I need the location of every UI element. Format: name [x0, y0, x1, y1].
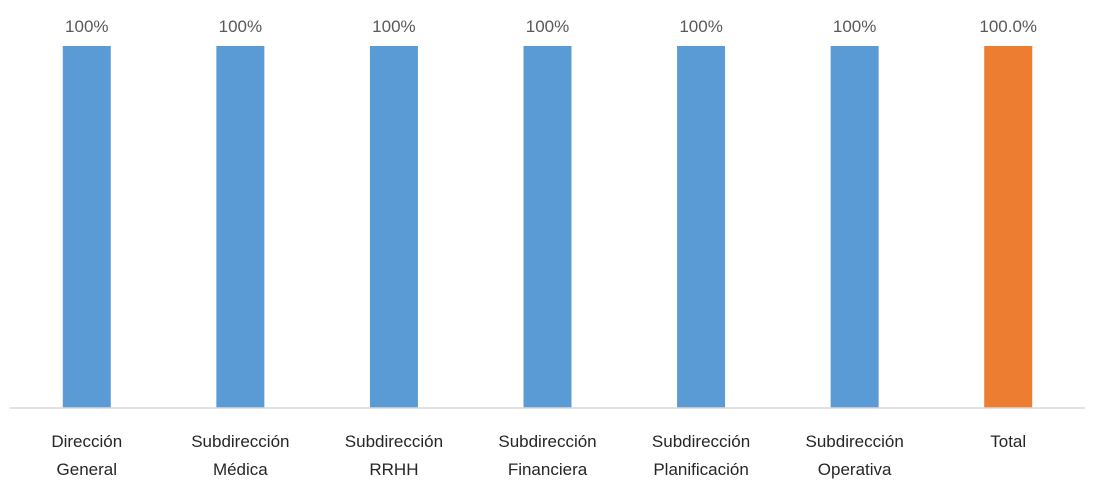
- bar-2: [369, 46, 418, 408]
- x-tick-label-0-line-0: Dirección: [51, 432, 122, 451]
- x-tick-label-4-line-1: Planificación: [653, 460, 748, 479]
- x-tick-label-0-line-1: General: [57, 460, 117, 479]
- x-tick-label-6-line-0: Total: [990, 432, 1026, 451]
- data-label-3: 100%: [526, 17, 569, 36]
- data-labels-group: 100% 100% 100% 100% 100% 100% 100.0%: [65, 17, 1037, 36]
- x-tick-label-1-line-0: Subdirección: [191, 432, 289, 451]
- data-label-6: 100.0%: [979, 17, 1037, 36]
- data-label-0: 100%: [65, 17, 108, 36]
- x-tick-label-3-line-1: Financiera: [508, 460, 588, 479]
- bar-6: [984, 46, 1033, 408]
- bar-5: [830, 46, 879, 408]
- data-label-1: 100%: [219, 17, 262, 36]
- data-label-5: 100%: [833, 17, 876, 36]
- bar-0: [62, 46, 111, 408]
- x-tick-labels-group: Dirección General Subdirección Médica Subdir…: [51, 432, 1026, 479]
- data-label-4: 100%: [679, 17, 722, 36]
- x-tick-label-2-line-0: Subdirección: [345, 432, 443, 451]
- x-tick-label-5-line-1: Operativa: [818, 460, 892, 479]
- bar-1: [216, 46, 265, 408]
- x-tick-label-3-line-0: Subdirección: [498, 432, 596, 451]
- bar-4: [677, 46, 726, 408]
- x-tick-label-2-line-1: RRHH: [369, 460, 418, 479]
- bars-group: [62, 46, 1033, 408]
- bar-3: [523, 46, 572, 408]
- x-tick-label-5-line-0: Subdirección: [806, 432, 904, 451]
- x-tick-label-4-line-0: Subdirección: [652, 432, 750, 451]
- data-label-2: 100%: [372, 17, 415, 36]
- x-tick-label-1-line-1: Médica: [213, 460, 268, 479]
